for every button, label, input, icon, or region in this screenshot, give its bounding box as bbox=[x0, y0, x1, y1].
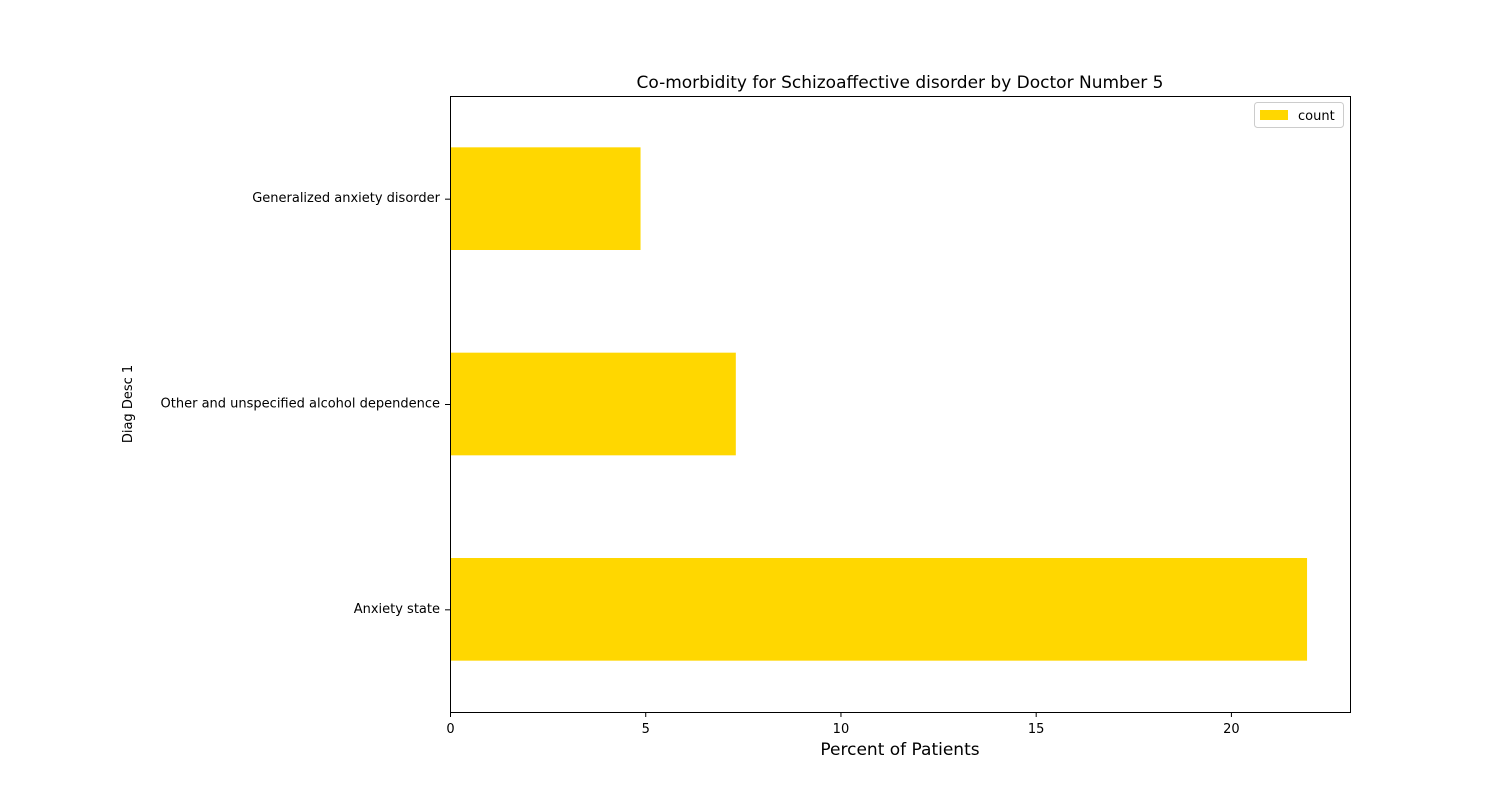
x-tick-label-4: 20 bbox=[1223, 722, 1240, 737]
legend: count bbox=[1254, 102, 1344, 128]
x-axis-label: Percent of Patients bbox=[820, 740, 979, 760]
bar-1 bbox=[450, 352, 736, 456]
x-tick-label-3: 15 bbox=[1028, 722, 1045, 737]
chart-title: Co-morbidity for Schizoaffective disorde… bbox=[637, 73, 1164, 93]
y-tick-label-1: Other and unspecified alcohol dependence bbox=[161, 397, 440, 412]
y-tick-label-0: Anxiety state bbox=[354, 602, 440, 617]
x-tick-label-0: 0 bbox=[446, 722, 454, 737]
legend-label: count bbox=[1298, 109, 1335, 124]
y-axis: Anxiety state Other and unspecified alcoh… bbox=[161, 191, 450, 617]
x-tick-label-1: 5 bbox=[642, 722, 650, 737]
bars bbox=[450, 147, 1308, 661]
legend-swatch bbox=[1260, 110, 1288, 120]
x-axis: 0 5 10 15 20 bbox=[446, 712, 1240, 737]
plot-frame bbox=[450, 96, 1351, 713]
y-tick-label-2: Generalized anxiety disorder bbox=[252, 191, 440, 206]
legend-frame bbox=[1254, 102, 1344, 128]
bar-0 bbox=[450, 558, 1308, 661]
y-axis-label: Diag Desc 1 bbox=[121, 365, 136, 443]
bar-2 bbox=[450, 147, 641, 250]
x-tick-label-2: 10 bbox=[833, 722, 850, 737]
